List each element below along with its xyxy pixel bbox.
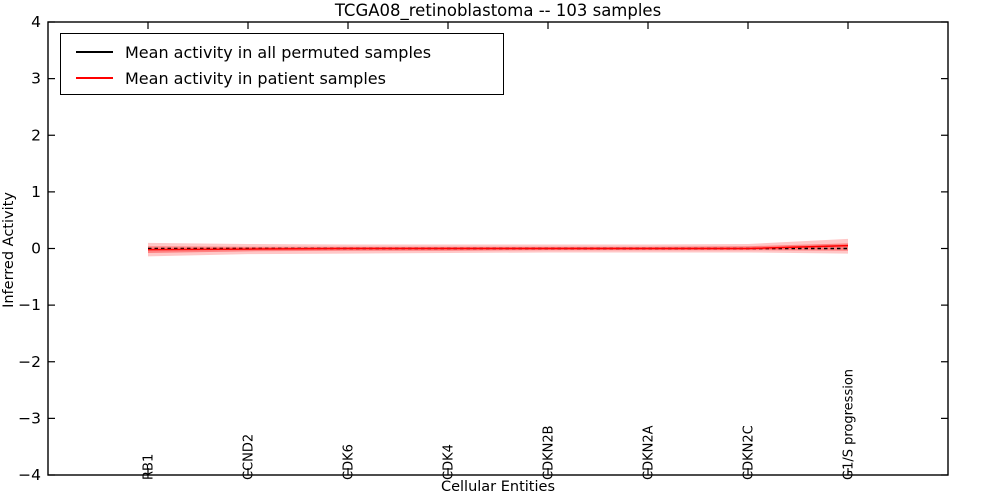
y-tick-label: −4 — [18, 466, 41, 484]
x-tick-label: CDKN2B — [542, 425, 557, 480]
band-layer — [148, 238, 848, 257]
x-tick-label: CCND2 — [242, 434, 257, 480]
y-tick-label: 0 — [31, 240, 41, 258]
legend-item-patient: Mean activity in patient samples — [61, 65, 503, 91]
y-axis-label: Inferred Activity — [1, 192, 17, 308]
y-tick-label: 2 — [31, 126, 41, 144]
y-tick-label: 4 — [31, 13, 41, 31]
series-layer — [147, 244, 849, 251]
legend-item-permuted: Mean activity in all permuted samples — [61, 39, 503, 65]
x-tick-label: CDKN2C — [742, 425, 757, 480]
tick-layer — [48, 21, 948, 476]
y-tick-label: 1 — [31, 183, 41, 201]
y-tick-label: −1 — [18, 296, 41, 314]
x-tick-label: RB1 — [142, 454, 157, 480]
legend: Mean activity in all permuted samples Me… — [60, 33, 504, 95]
legend-label-patient: Mean activity in patient samples — [125, 68, 386, 88]
x-tick-label: G1/S progression — [842, 369, 857, 480]
legend-line-swatch-permuted — [76, 51, 113, 53]
legend-line-swatch-patient — [76, 77, 113, 79]
x-tick-label: CDK6 — [342, 444, 357, 480]
y-tick-label: −2 — [18, 353, 41, 371]
y-tick-label: −3 — [18, 409, 41, 427]
patient-mean-line — [147, 244, 849, 251]
x-axis-label: Cellular Entities — [440, 479, 556, 495]
x-tick-label: CDK4 — [442, 444, 457, 480]
patient-band-outer — [148, 238, 848, 257]
y-tick-label: 3 — [31, 70, 41, 88]
legend-label-permuted: Mean activity in all permuted samples — [125, 42, 432, 62]
tick-label-layer: RB1 CCND2 CDK6 CDK4 CDKN2B CDKN2A CDKN2C G1/S p… — [18, 13, 856, 484]
x-tick-label: CDKN2A — [642, 425, 657, 480]
chart-title: TCGA08_retinoblastoma -- 103 samples — [334, 1, 662, 20]
